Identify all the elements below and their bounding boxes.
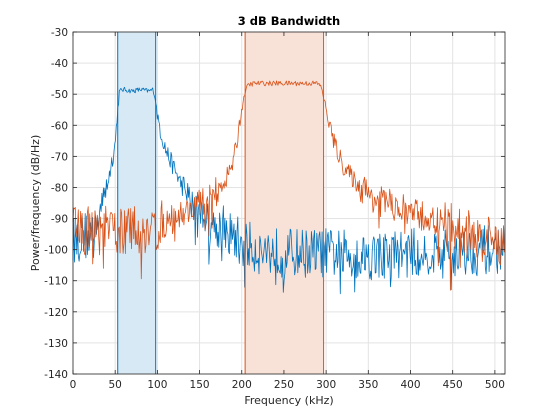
series-line-1: [72, 86, 505, 295]
x-tick-label: 200: [232, 379, 252, 391]
x-tick-label: 100: [147, 379, 167, 391]
x-tick-label: 450: [443, 379, 463, 391]
x-tick-label: 500: [485, 379, 505, 391]
y-tick-label: -120: [44, 307, 68, 319]
y-tick-label: -90: [51, 214, 68, 226]
y-tick-label: -130: [44, 338, 68, 350]
y-tick-label: -140: [44, 369, 68, 381]
y-tick-label: -40: [51, 58, 68, 70]
x-tick-label: 50: [109, 379, 122, 391]
x-tick-label: 150: [190, 379, 210, 391]
y-tick-label: -110: [44, 276, 68, 288]
y-tick-label: -80: [51, 182, 68, 194]
y-axis-title: Power/frequency (dB/Hz): [29, 135, 42, 272]
x-tick-label: 300: [316, 379, 336, 391]
chart-title: 3 dB Bandwidth: [238, 14, 340, 28]
y-tick-label: -30: [51, 27, 68, 39]
x-tick-label: 0: [70, 379, 77, 391]
x-axis-title: Frequency (kHz): [244, 394, 333, 407]
x-tick-label: 400: [400, 379, 420, 391]
axes-box: [72, 31, 506, 375]
band-region-1: [117, 32, 156, 374]
x-tick-label: 350: [358, 379, 378, 391]
plot-area: 0 50 100 150 200 250 300 350 400 450 500 -140 -130 -1…: [44, 27, 506, 391]
y-tick-label: -60: [51, 120, 68, 132]
band-region-2: [245, 32, 324, 374]
x-tick-label: 250: [274, 379, 294, 391]
y-tick-label: -100: [44, 245, 68, 257]
y-tick-label: -70: [51, 151, 68, 163]
series-line-2: [72, 80, 505, 291]
y-tick-label: -50: [51, 89, 68, 101]
